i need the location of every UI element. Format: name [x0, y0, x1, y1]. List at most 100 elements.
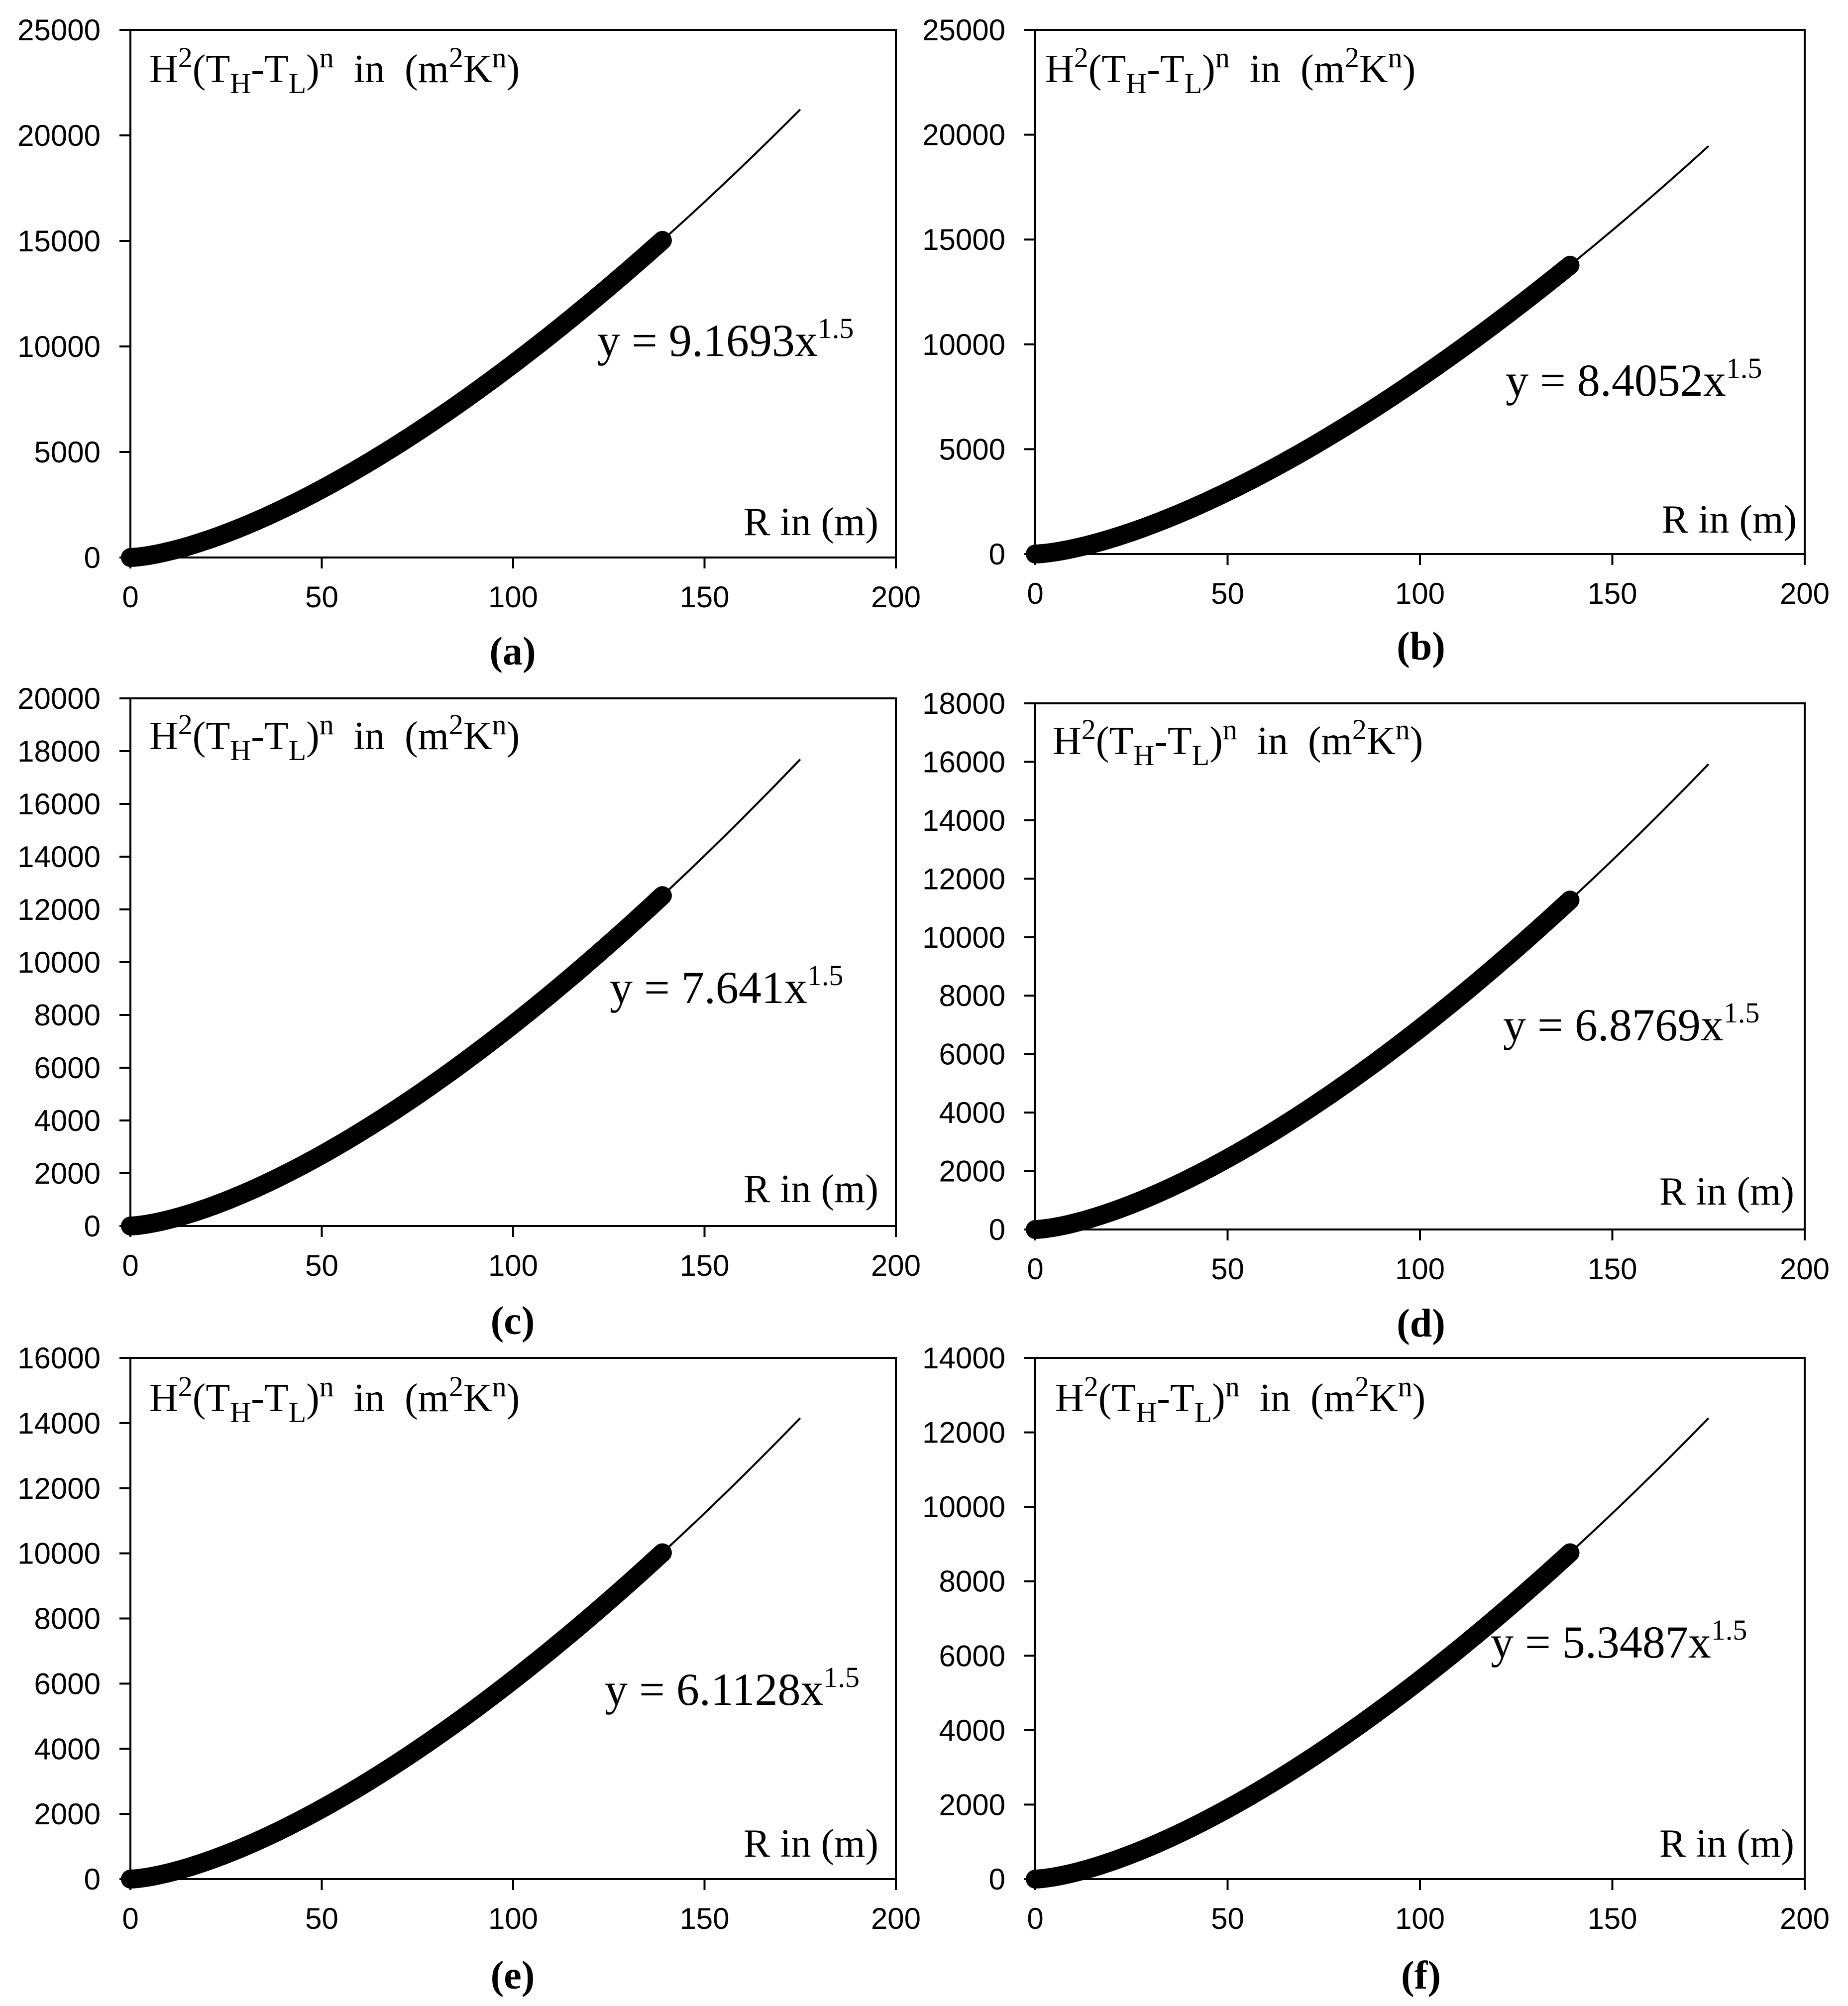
- y-tick-label: 18000: [922, 687, 1005, 720]
- y-tick-label: 0: [989, 538, 1005, 571]
- x-tick-label: 50: [305, 1249, 338, 1282]
- y-tick-label: 0: [84, 541, 101, 574]
- y-tick-label: 0: [84, 1210, 101, 1243]
- y-tick-label: 4000: [939, 1096, 1005, 1129]
- y-tick-label: 25000: [17, 13, 101, 47]
- y-tick-label: 16000: [17, 1341, 101, 1375]
- x-tick-label: 200: [871, 1902, 921, 1935]
- y-tick-label: 14000: [922, 1341, 1005, 1375]
- y-tick-label: 0: [989, 1863, 1005, 1896]
- x-tick-label: 200: [1780, 577, 1830, 610]
- trendline-equation: y = 9.1693x1.5: [597, 312, 854, 366]
- y-tick-label: 4000: [939, 1714, 1005, 1747]
- data-series-points: [121, 1543, 672, 1889]
- data-series-points: [1026, 255, 1580, 563]
- x-tick-label: 50: [305, 1902, 338, 1935]
- y-axis-label: H2(TH-TL)n in (m2Kn): [149, 41, 520, 100]
- y-tick-label: 6000: [939, 1639, 1005, 1672]
- trendline-equation: y = 8.4052x1.5: [1506, 352, 1762, 406]
- y-tick-label: 5000: [939, 433, 1005, 466]
- panel-label: (b): [1397, 625, 1445, 669]
- y-tick-label: 14000: [17, 1407, 101, 1440]
- plot-area-frame: [129, 1357, 897, 1880]
- y-tick-label: 6000: [939, 1038, 1005, 1071]
- x-tick-label: 50: [305, 580, 338, 614]
- y-tick-label: 0: [989, 1213, 1005, 1246]
- x-tick-label: 150: [1587, 1252, 1637, 1286]
- chart-panel-f: 0 50 100 150 2000200040006000800010000120001…: [922, 1341, 1830, 1998]
- x-axis-label: R in (m): [1659, 1170, 1794, 1214]
- y-tick-label: 8000: [939, 1565, 1005, 1598]
- y-tick-label: 10000: [922, 921, 1005, 954]
- x-tick-label: 150: [1587, 577, 1637, 610]
- y-tick-label: 4000: [34, 1104, 101, 1137]
- x-tick-label: 0: [1027, 577, 1043, 610]
- x-tick-label: 0: [1027, 1252, 1043, 1286]
- data-series-points: [121, 230, 672, 567]
- y-tick-label: 20000: [922, 118, 1005, 152]
- trendline-equation: y = 5.3487x1.5: [1491, 1614, 1747, 1668]
- x-tick-label: 50: [1211, 1252, 1244, 1286]
- y-tick-label: 2000: [34, 1797, 101, 1831]
- x-tick-label: 200: [1780, 1252, 1830, 1286]
- y-tick-label: 14000: [17, 840, 101, 874]
- trendline-fit: [1035, 763, 1710, 1230]
- trendline-fit: [1035, 145, 1710, 555]
- trendline-equation: y = 7.641x1.5: [610, 959, 843, 1013]
- x-tick-label: 100: [1395, 577, 1445, 610]
- chart-panel-d: 0 50 100 150 2000200040006000800010000120001…: [922, 687, 1830, 1345]
- y-tick-label: 10000: [17, 330, 101, 363]
- panel-label: (f): [1401, 1954, 1441, 1998]
- y-axis-label: H2(TH-TL)n in (m2Kn): [149, 708, 520, 767]
- chart-panel-c: 0 50 100 150 2000200040006000800010000120001…: [17, 682, 921, 1343]
- y-tick-label: 12000: [17, 893, 101, 926]
- x-axis-label: R in (m): [1659, 1822, 1794, 1866]
- chart-panel-a: 0 50 100 150 200 0 5000 10000 15000 20000 25000 H2(…: [17, 13, 921, 673]
- x-axis-label: R in (m): [744, 500, 878, 544]
- x-axis-label: R in (m): [1662, 498, 1797, 542]
- y-tick-label: 16000: [17, 787, 101, 821]
- plot-area-frame: [1034, 29, 1806, 555]
- trendline-fit: [130, 1417, 801, 1880]
- trendline-equation: y = 6.8769x1.5: [1503, 997, 1759, 1050]
- y-axis-label: H2(TH-TL)n in (m2Kn): [1055, 1370, 1425, 1429]
- y-tick-label: 18000: [17, 735, 101, 768]
- x-tick-label: 50: [1211, 577, 1244, 610]
- trendline-equation: y = 6.1128x1.5: [605, 1661, 860, 1715]
- x-tick-label: 100: [488, 580, 538, 614]
- data-series-points: [1026, 1543, 1580, 1889]
- x-tick-label: 0: [122, 1249, 138, 1282]
- x-tick-label: 100: [1395, 1252, 1445, 1286]
- plot-area-frame: [1034, 702, 1806, 1230]
- x-tick-label: 50: [1211, 1902, 1244, 1935]
- y-tick-label: 2000: [34, 1157, 101, 1190]
- chart-panel-e: 0 50 100 150 2000200040006000800010000120001…: [17, 1341, 921, 1998]
- panel-label: (a): [489, 630, 536, 673]
- x-tick-label: 150: [679, 1902, 729, 1935]
- x-tick-label: 100: [488, 1249, 538, 1282]
- x-tick-label: 100: [488, 1902, 538, 1935]
- y-tick-label: 14000: [922, 804, 1005, 837]
- y-tick-label: 25000: [922, 13, 1005, 47]
- x-tick-label: 0: [122, 1902, 138, 1935]
- y-tick-label: 0: [84, 1863, 101, 1896]
- x-tick-label: 200: [871, 1249, 921, 1282]
- panel-label: (c): [491, 1299, 535, 1343]
- chart-panel-b: 0 50 100 150 200 0 5000 10000 15000 20000 25000 H2(…: [922, 13, 1830, 669]
- y-tick-label: 6000: [34, 1667, 101, 1700]
- y-axis-label: H2(TH-TL)n in (m2Kn): [149, 1370, 520, 1429]
- x-tick-label: 200: [1780, 1902, 1830, 1935]
- y-tick-label: 5000: [34, 436, 101, 469]
- y-axis-label: H2(TH-TL)n in (m2Kn): [1053, 713, 1423, 772]
- data-series-points: [121, 886, 672, 1235]
- x-tick-label: 200: [871, 580, 921, 614]
- x-tick-label: 100: [1395, 1902, 1445, 1935]
- y-tick-label: 20000: [17, 682, 101, 715]
- y-tick-label: 10000: [922, 328, 1005, 361]
- x-tick-label: 0: [122, 580, 138, 614]
- y-tick-label: 2000: [939, 1155, 1005, 1188]
- x-tick-label: 0: [1027, 1902, 1043, 1935]
- y-tick-label: 8000: [939, 979, 1005, 1012]
- y-tick-label: 8000: [34, 999, 101, 1032]
